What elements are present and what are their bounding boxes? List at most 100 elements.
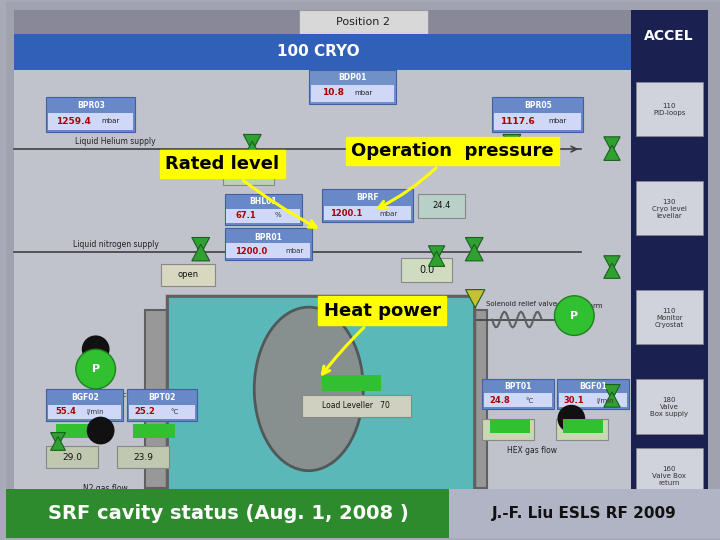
Text: 110
PID-loops: 110 PID-loops	[653, 103, 685, 116]
Text: 55.4: 55.4	[55, 407, 76, 416]
Bar	[494, 113, 581, 130]
Bar	[636, 181, 703, 235]
Bar	[636, 82, 703, 136]
Text: Load Leveller   70: Load Leveller 70	[323, 401, 390, 410]
Text: 160
Valve Box
return: 160 Valve Box return	[652, 466, 686, 486]
Text: HEX gas flow: HEX gas flow	[507, 446, 557, 455]
Bar	[130, 405, 195, 418]
Polygon shape	[604, 392, 620, 407]
Text: l/min: l/min	[87, 409, 104, 415]
Text: BPT01: BPT01	[504, 382, 531, 392]
Bar	[309, 70, 396, 104]
Bar	[631, 10, 708, 62]
Text: 29.0: 29.0	[62, 453, 82, 462]
Polygon shape	[428, 246, 445, 261]
Polygon shape	[604, 384, 620, 400]
Polygon shape	[465, 238, 483, 254]
Text: BPT02: BPT02	[148, 393, 176, 402]
Text: mbar: mbar	[286, 248, 304, 254]
Bar	[117, 447, 169, 468]
Polygon shape	[466, 289, 485, 308]
Text: mbar: mbar	[354, 90, 372, 96]
Text: 10.8: 10.8	[323, 88, 344, 97]
Polygon shape	[503, 141, 521, 158]
Bar	[46, 97, 135, 132]
Text: °C: °C	[526, 398, 534, 404]
Text: P: P	[91, 364, 100, 374]
Bar	[161, 264, 215, 286]
Bar	[14, 70, 631, 528]
Bar	[56, 423, 98, 438]
Text: Solenoid relief valve: Solenoid relief valve	[486, 301, 557, 307]
Bar	[127, 389, 197, 421]
Text: Position 2: Position 2	[336, 17, 390, 27]
Bar	[227, 243, 310, 258]
Polygon shape	[192, 244, 210, 261]
Ellipse shape	[254, 307, 364, 471]
Bar	[557, 418, 608, 441]
Bar	[482, 379, 554, 409]
Bar	[323, 206, 411, 220]
Bar	[46, 447, 98, 468]
Bar	[636, 379, 703, 434]
Circle shape	[554, 296, 594, 335]
Text: Heat power: Heat power	[323, 301, 441, 374]
Polygon shape	[50, 433, 66, 447]
Bar	[484, 393, 552, 407]
Text: P: P	[570, 310, 578, 321]
Text: 180
Valve
Box supply: 180 Valve Box supply	[650, 397, 688, 417]
Polygon shape	[243, 134, 261, 151]
Bar	[322, 375, 381, 391]
Text: 33.3: 33.3	[498, 425, 518, 434]
Text: 24.7: 24.7	[572, 425, 592, 434]
Bar	[299, 10, 428, 34]
Text: Rated level: Rated level	[165, 155, 316, 227]
Text: Liquid nitrogen supply: Liquid nitrogen supply	[73, 240, 158, 249]
Bar	[14, 34, 631, 70]
Text: SRF cavity status (Aug. 1, 2008 ): SRF cavity status (Aug. 1, 2008 )	[48, 504, 408, 523]
Text: BGF01: BGF01	[580, 382, 607, 392]
Text: BPR03: BPR03	[77, 101, 104, 110]
Bar	[559, 393, 627, 407]
Text: 30.1: 30.1	[563, 396, 584, 406]
Bar	[6, 489, 449, 538]
Bar	[46, 389, 123, 421]
Bar	[492, 97, 583, 132]
Text: N2 gas flow: N2 gas flow	[84, 483, 128, 492]
Text: l/min: l/min	[596, 398, 614, 404]
Bar	[636, 290, 703, 345]
Polygon shape	[243, 141, 261, 158]
Bar	[311, 85, 394, 102]
Bar	[490, 418, 530, 433]
Bar	[631, 62, 708, 528]
Polygon shape	[503, 134, 521, 151]
Text: Operation  pressure: Operation pressure	[351, 142, 554, 208]
Bar	[418, 194, 465, 219]
Text: mbar: mbar	[102, 118, 120, 124]
Polygon shape	[192, 238, 210, 254]
Bar	[227, 208, 300, 224]
Bar	[401, 258, 452, 282]
Text: BPRF: BPRF	[356, 193, 379, 202]
Text: 0.0: 0.0	[419, 265, 434, 275]
Text: Fast pressure switch: Fast pressure switch	[60, 392, 131, 398]
Circle shape	[82, 335, 109, 363]
Text: Liquid Helium supply: Liquid Helium supply	[75, 137, 156, 146]
Text: J.-F. Liu ESLS RF 2009: J.-F. Liu ESLS RF 2009	[492, 506, 677, 521]
Circle shape	[557, 405, 585, 433]
Polygon shape	[465, 244, 483, 261]
Polygon shape	[604, 145, 620, 160]
Text: 130
Cryo level
levellar: 130 Cryo level levellar	[652, 199, 687, 219]
Text: 9.5: 9.5	[240, 168, 256, 178]
Bar	[636, 448, 703, 503]
Bar	[302, 395, 411, 417]
Bar	[167, 296, 474, 494]
Circle shape	[86, 417, 114, 444]
Text: BPR05: BPR05	[523, 101, 552, 110]
Text: BPR01: BPR01	[254, 233, 282, 242]
Bar	[222, 161, 274, 185]
Bar	[225, 228, 312, 260]
Text: °C: °C	[171, 409, 179, 415]
Text: %: %	[275, 213, 282, 219]
Bar	[48, 405, 122, 418]
